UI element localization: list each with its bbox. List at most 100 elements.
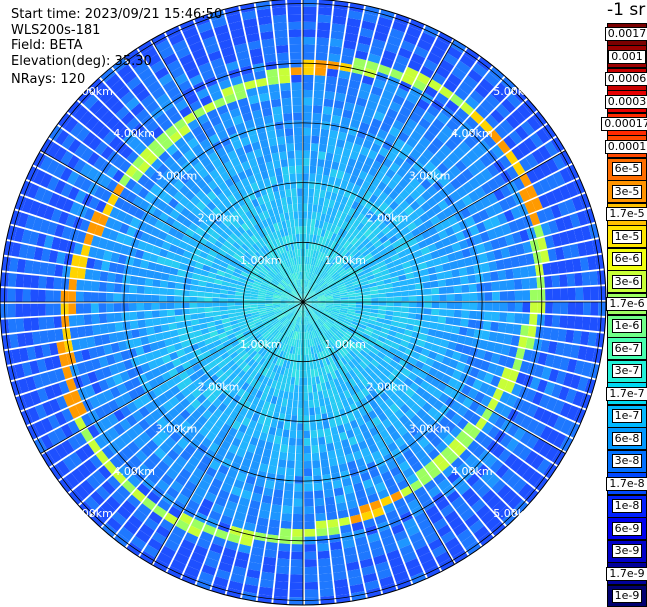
colorbar-cell: 1.7e-6 bbox=[606, 292, 647, 316]
ppi-cell bbox=[156, 132, 169, 145]
ppi-cell bbox=[245, 475, 256, 485]
ppi-cell bbox=[168, 322, 177, 331]
ppi-cell bbox=[510, 335, 520, 347]
ppi-cell bbox=[142, 251, 152, 261]
ppi-cell bbox=[120, 91, 135, 105]
ppi-cell bbox=[304, 453, 312, 462]
ppi-cell bbox=[319, 189, 326, 199]
ppi-cell bbox=[222, 386, 232, 397]
ppi-cell bbox=[424, 565, 441, 578]
ppi-cell bbox=[283, 391, 289, 400]
ppi-cell bbox=[399, 317, 408, 324]
ppi-cell bbox=[244, 168, 254, 178]
ppi-cell bbox=[144, 286, 153, 295]
ppi-cell bbox=[474, 125, 488, 139]
ppi-cell bbox=[221, 280, 230, 287]
ppi-cell bbox=[357, 89, 370, 100]
ppi-cell bbox=[367, 492, 379, 504]
ppi-cell bbox=[276, 341, 283, 350]
ppi-cell bbox=[354, 194, 363, 204]
ppi-cell bbox=[347, 293, 356, 297]
ppi-cell bbox=[300, 339, 303, 348]
ppi-cell bbox=[268, 241, 276, 250]
ppi-cell bbox=[206, 254, 215, 262]
ppi-cell bbox=[62, 456, 77, 472]
ppi-cell bbox=[460, 508, 475, 522]
ppi-cell bbox=[254, 320, 263, 327]
ppi-cell bbox=[498, 448, 512, 463]
ppi-cell bbox=[394, 398, 405, 409]
ppi-cell bbox=[131, 182, 143, 195]
ppi-cell bbox=[395, 363, 405, 373]
ppi-cell bbox=[345, 94, 357, 105]
ppi-cell bbox=[304, 324, 307, 333]
ppi-cell bbox=[366, 323, 375, 329]
ppi-cell bbox=[286, 275, 292, 283]
ppi-cell bbox=[135, 450, 148, 463]
ppi-cell bbox=[401, 73, 416, 86]
ppi-cell bbox=[211, 17, 227, 29]
ppi-cell bbox=[364, 343, 373, 351]
ppi-cell bbox=[287, 368, 293, 377]
ppi-cell bbox=[446, 46, 463, 60]
ppi-cell bbox=[156, 405, 168, 417]
ppi-cell bbox=[147, 471, 160, 485]
ppi-cell bbox=[294, 308, 299, 315]
ppi-cell bbox=[304, 559, 317, 568]
ppi-cell bbox=[263, 177, 271, 187]
ppi-cell bbox=[307, 203, 313, 212]
ppi-cell bbox=[144, 517, 159, 531]
ppi-cell bbox=[341, 415, 350, 425]
ppi-cell bbox=[373, 554, 388, 565]
ppi-cell bbox=[348, 436, 358, 446]
ppi-cell bbox=[202, 173, 214, 185]
ppi-cell bbox=[161, 241, 172, 251]
ppi-cell bbox=[392, 21, 408, 33]
ppi-cell bbox=[432, 118, 445, 131]
ppi-cell bbox=[355, 267, 364, 275]
ppi-cell bbox=[114, 197, 126, 210]
ppi-cell bbox=[257, 297, 266, 300]
ppi-cell bbox=[208, 151, 219, 163]
ppi-cell bbox=[363, 294, 372, 299]
ppi-cell bbox=[272, 106, 282, 115]
ppi-cell bbox=[273, 276, 281, 283]
ppi-cell bbox=[151, 86, 166, 100]
ppi-cell bbox=[136, 311, 145, 320]
ppi-cell bbox=[280, 304, 289, 307]
ppi-cell bbox=[235, 311, 244, 317]
ppi-cell bbox=[279, 342, 285, 351]
ppi-cell bbox=[351, 347, 360, 356]
ppi-cell bbox=[356, 372, 365, 382]
ppi-cell bbox=[328, 199, 336, 209]
ppi-cell bbox=[322, 358, 328, 367]
colorbar-label: 6e-8 bbox=[611, 431, 643, 446]
ppi-cell bbox=[397, 373, 408, 383]
ppi-cell bbox=[448, 359, 459, 369]
ppi-cell bbox=[199, 323, 208, 330]
ppi-cell bbox=[211, 206, 222, 217]
ppi-cell bbox=[125, 178, 137, 191]
ppi-cell bbox=[480, 360, 491, 372]
ppi-cell bbox=[324, 230, 330, 239]
ppi-cell bbox=[139, 199, 150, 212]
ppi-cell bbox=[404, 194, 415, 205]
ppi-cell bbox=[458, 267, 468, 277]
ppi-cell bbox=[343, 355, 351, 363]
ppi-cell bbox=[365, 420, 375, 430]
ppi-cell bbox=[186, 499, 200, 512]
ppi-cell bbox=[478, 339, 489, 350]
ppi-cell bbox=[182, 131, 195, 143]
ppi-cell bbox=[345, 453, 355, 463]
range-label: 1.00km bbox=[240, 254, 282, 267]
ppi-cell bbox=[261, 424, 270, 434]
ppi-cell bbox=[562, 245, 573, 259]
ppi-cell bbox=[367, 53, 381, 64]
ppi-cell bbox=[288, 298, 296, 301]
ppi-cell bbox=[367, 362, 377, 372]
ppi-cell bbox=[290, 282, 296, 290]
ppi-cell bbox=[197, 21, 213, 34]
ppi-cell bbox=[346, 342, 354, 350]
ppi-cell bbox=[254, 406, 263, 416]
